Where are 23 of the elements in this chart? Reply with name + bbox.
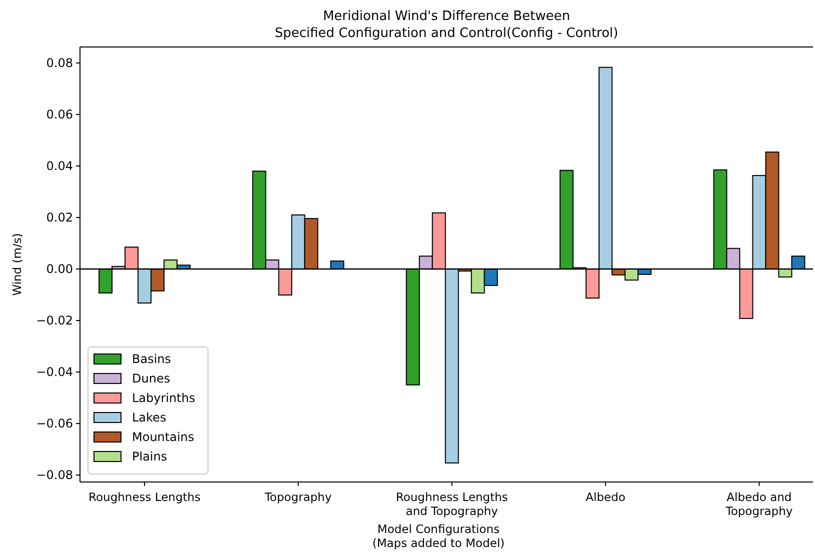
legend-label: Dunes — [132, 372, 170, 386]
x-tick-label: Roughness Lengths — [88, 490, 201, 504]
y-tick-label: 0.06 — [46, 108, 73, 122]
y-tick-label: −0.06 — [36, 416, 73, 431]
y-tick-label: 0.04 — [46, 159, 73, 174]
x-tick-label: Albedo — [586, 490, 626, 504]
y-tick-label: −0.04 — [36, 365, 73, 380]
chart-title: Meridional Wind's Difference Between Specified Configuration and Control(Config - Control) — [274, 9, 618, 41]
legend-label: Labyrinths — [132, 391, 196, 406]
x-tick-label: Roughness Lengths and Topography — [396, 490, 508, 518]
x-tick-label: Topography — [264, 490, 332, 504]
y-tick-label: −0.08 — [36, 468, 73, 482]
x-axis-title: Model Configurations (Maps added to Model) — [372, 522, 505, 550]
legend-label: Basins — [132, 352, 172, 366]
y-tick-label: 0.08 — [46, 56, 73, 70]
legend-label: Plains — [132, 450, 168, 464]
x-tick-label: Albedo and Topography — [724, 490, 793, 518]
legend-label: Mountains — [132, 430, 194, 444]
y-tick-label: −0.02 — [36, 314, 73, 328]
legend-label: Lakes — [132, 410, 166, 425]
y-tick-label: 0.00 — [46, 262, 73, 276]
y-tick-label: 0.02 — [46, 210, 73, 225]
y-axis-title: Wind (m/s) — [10, 233, 24, 296]
